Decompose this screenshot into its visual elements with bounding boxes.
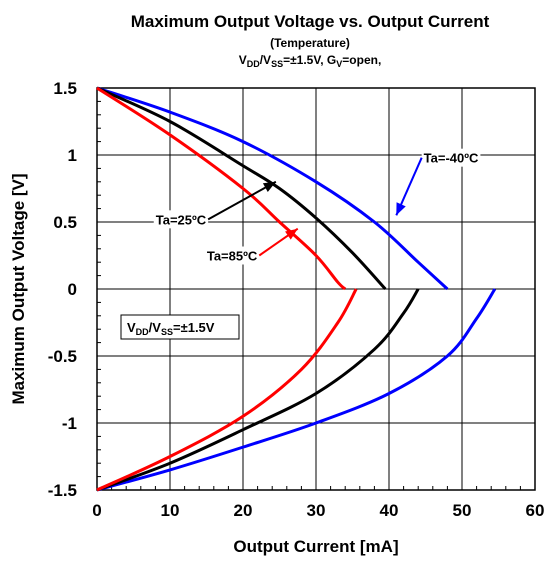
- annotation-label: Ta=25ºC: [156, 212, 207, 227]
- plot-frame: [96, 87, 536, 491]
- series-line-source-2: [96, 86, 347, 291]
- chart-subtitle: (Temperature): [270, 36, 350, 50]
- x-tick-label: 50: [453, 501, 472, 520]
- series-line-sink-0: [96, 288, 497, 492]
- annotation-arrow-head: [262, 181, 276, 192]
- chart-condition: VDD/VSS=±1.5V, GV=open,: [239, 53, 382, 69]
- y-axis-label: Maximum Output Voltage [V]: [9, 173, 28, 404]
- series-line-source-0: [96, 86, 449, 291]
- annotation-label-bg: [204, 246, 260, 265]
- x-axis: 0 10 20 30 40 50 60: [92, 501, 544, 520]
- y-tick-label: -1: [62, 414, 77, 433]
- condition-legend-text: VDD/VSS=±1.5V: [127, 320, 215, 337]
- series-line-sink-2: [96, 288, 358, 492]
- annotation-layer: Ta=-40ºC Ta=25ºC Ta=85ºC: [153, 148, 481, 265]
- series-line-source-1: [96, 86, 387, 291]
- condition-legend-box: VDD/VSS=±1.5V: [120, 314, 240, 340]
- annotation-arrow-head: [285, 228, 298, 240]
- x-tick-label: 30: [307, 501, 326, 520]
- annotation-label-bg: [421, 148, 481, 167]
- plot-grid: [96, 87, 536, 491]
- x-tick-label: 0: [92, 501, 101, 520]
- x-axis-label: Output Current [mA]: [233, 537, 398, 556]
- chart-title: Maximum Output Voltage vs. Output Curren…: [131, 12, 490, 31]
- x-tick-label: 40: [380, 501, 399, 520]
- annotation-label: Ta=85ºC: [207, 249, 258, 264]
- y-tick-label: 0: [68, 280, 77, 299]
- y-tick-label: 0.5: [53, 213, 77, 232]
- y-tick-label: 1: [68, 146, 77, 165]
- y-tick-label: -0.5: [48, 347, 77, 366]
- y-axis: 1.5 1 0.5 0 -0.5 -1 -1.5: [48, 79, 77, 500]
- annotation-arrow-head: [396, 202, 406, 216]
- series-line-sink-1: [96, 288, 420, 492]
- series-layer: [96, 86, 497, 492]
- y-tick-label: -1.5: [48, 481, 77, 500]
- x-tick-label: 10: [161, 501, 180, 520]
- annotation-label: Ta=-40ºC: [424, 151, 479, 166]
- annotation-arrow-shaft: [207, 180, 277, 221]
- x-tick-label: 60: [526, 501, 545, 520]
- annotation-label-bg: [153, 210, 209, 229]
- y-tick-label: 1.5: [53, 79, 77, 98]
- x-tick-label: 20: [234, 501, 253, 520]
